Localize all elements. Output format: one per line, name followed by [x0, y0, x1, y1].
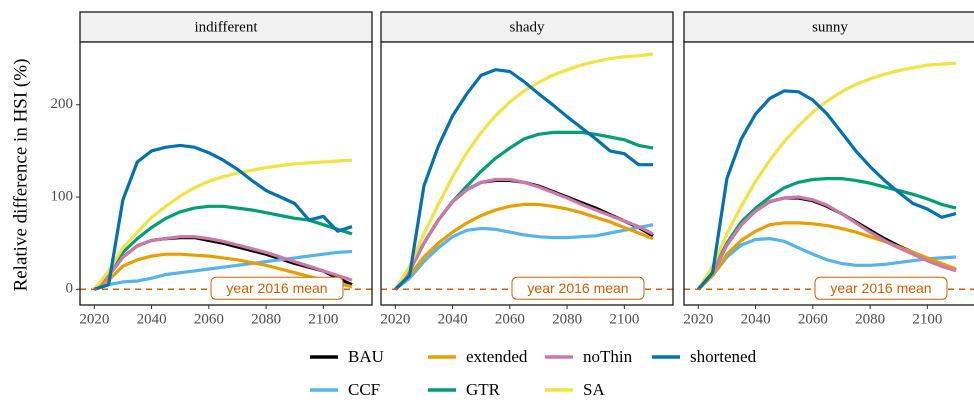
y-tick-label: 0: [66, 281, 74, 297]
series-line: [394, 68, 653, 291]
legend-label: shortened: [690, 347, 757, 366]
series-line: [394, 223, 654, 291]
series-line: [697, 221, 957, 291]
panel-border: [380, 41, 674, 306]
y-tick-label: 200: [51, 96, 74, 112]
x-tick-label: 2080: [251, 311, 281, 327]
x-tick-label: 2080: [552, 311, 582, 327]
legend-label: extended: [466, 347, 528, 366]
panel: [381, 42, 673, 305]
x-tick-label: 2100: [609, 311, 639, 327]
annotation-box: [210, 276, 344, 300]
series-line: [697, 237, 957, 291]
facet-strip: [380, 11, 674, 43]
x-tick-label: 2040: [137, 311, 167, 327]
series-line: [93, 143, 353, 291]
x-tick-label: 2040: [438, 311, 468, 327]
series-line: [697, 177, 957, 291]
annotation: year 2016 mean: [830, 280, 931, 296]
legend-label: SA: [583, 380, 605, 399]
facet-title: sunny: [812, 19, 848, 35]
series-line: [697, 89, 957, 291]
series-line: [696, 61, 957, 291]
series-line: [93, 252, 353, 291]
panel-border: [79, 41, 373, 306]
facet-title: shady: [510, 19, 545, 35]
x-tick-label: 2080: [855, 311, 885, 327]
annotation: year 2016 mean: [527, 280, 628, 296]
legend-label: noThin: [583, 347, 633, 366]
y-tick-label: 100: [51, 188, 74, 204]
panel-border: [683, 41, 974, 306]
annotation: year 2016 mean: [226, 280, 327, 296]
series-line: [93, 158, 353, 291]
legend-label: GTR: [466, 380, 501, 399]
series-line: [93, 249, 353, 291]
x-tick-label: 2020: [380, 311, 410, 327]
series-line: [697, 195, 957, 291]
x-tick-label: 2040: [741, 311, 771, 327]
legend-label: CCF: [348, 380, 380, 399]
facet-title: indifferent: [194, 19, 258, 35]
annotation-box: [511, 276, 645, 300]
x-tick-label: 2020: [79, 311, 109, 327]
series-line: [394, 202, 654, 291]
annotation-box: [814, 276, 948, 300]
x-tick-label: 2100: [912, 311, 942, 327]
series-line: [93, 235, 353, 291]
legend-label: BAU: [348, 347, 384, 366]
x-tick-label: 2060: [495, 311, 525, 327]
x-tick-label: 2100: [308, 311, 338, 327]
facet-strip: [683, 11, 974, 43]
x-tick-label: 2020: [683, 311, 713, 327]
series-line: [394, 177, 654, 291]
x-tick-label: 2060: [798, 311, 828, 327]
y-axis-label: Relative difference in HSI (%): [10, 59, 31, 292]
facet-strip: [79, 11, 373, 43]
x-tick-label: 2060: [194, 311, 224, 327]
panel: [80, 42, 372, 305]
series-line: [393, 52, 654, 291]
